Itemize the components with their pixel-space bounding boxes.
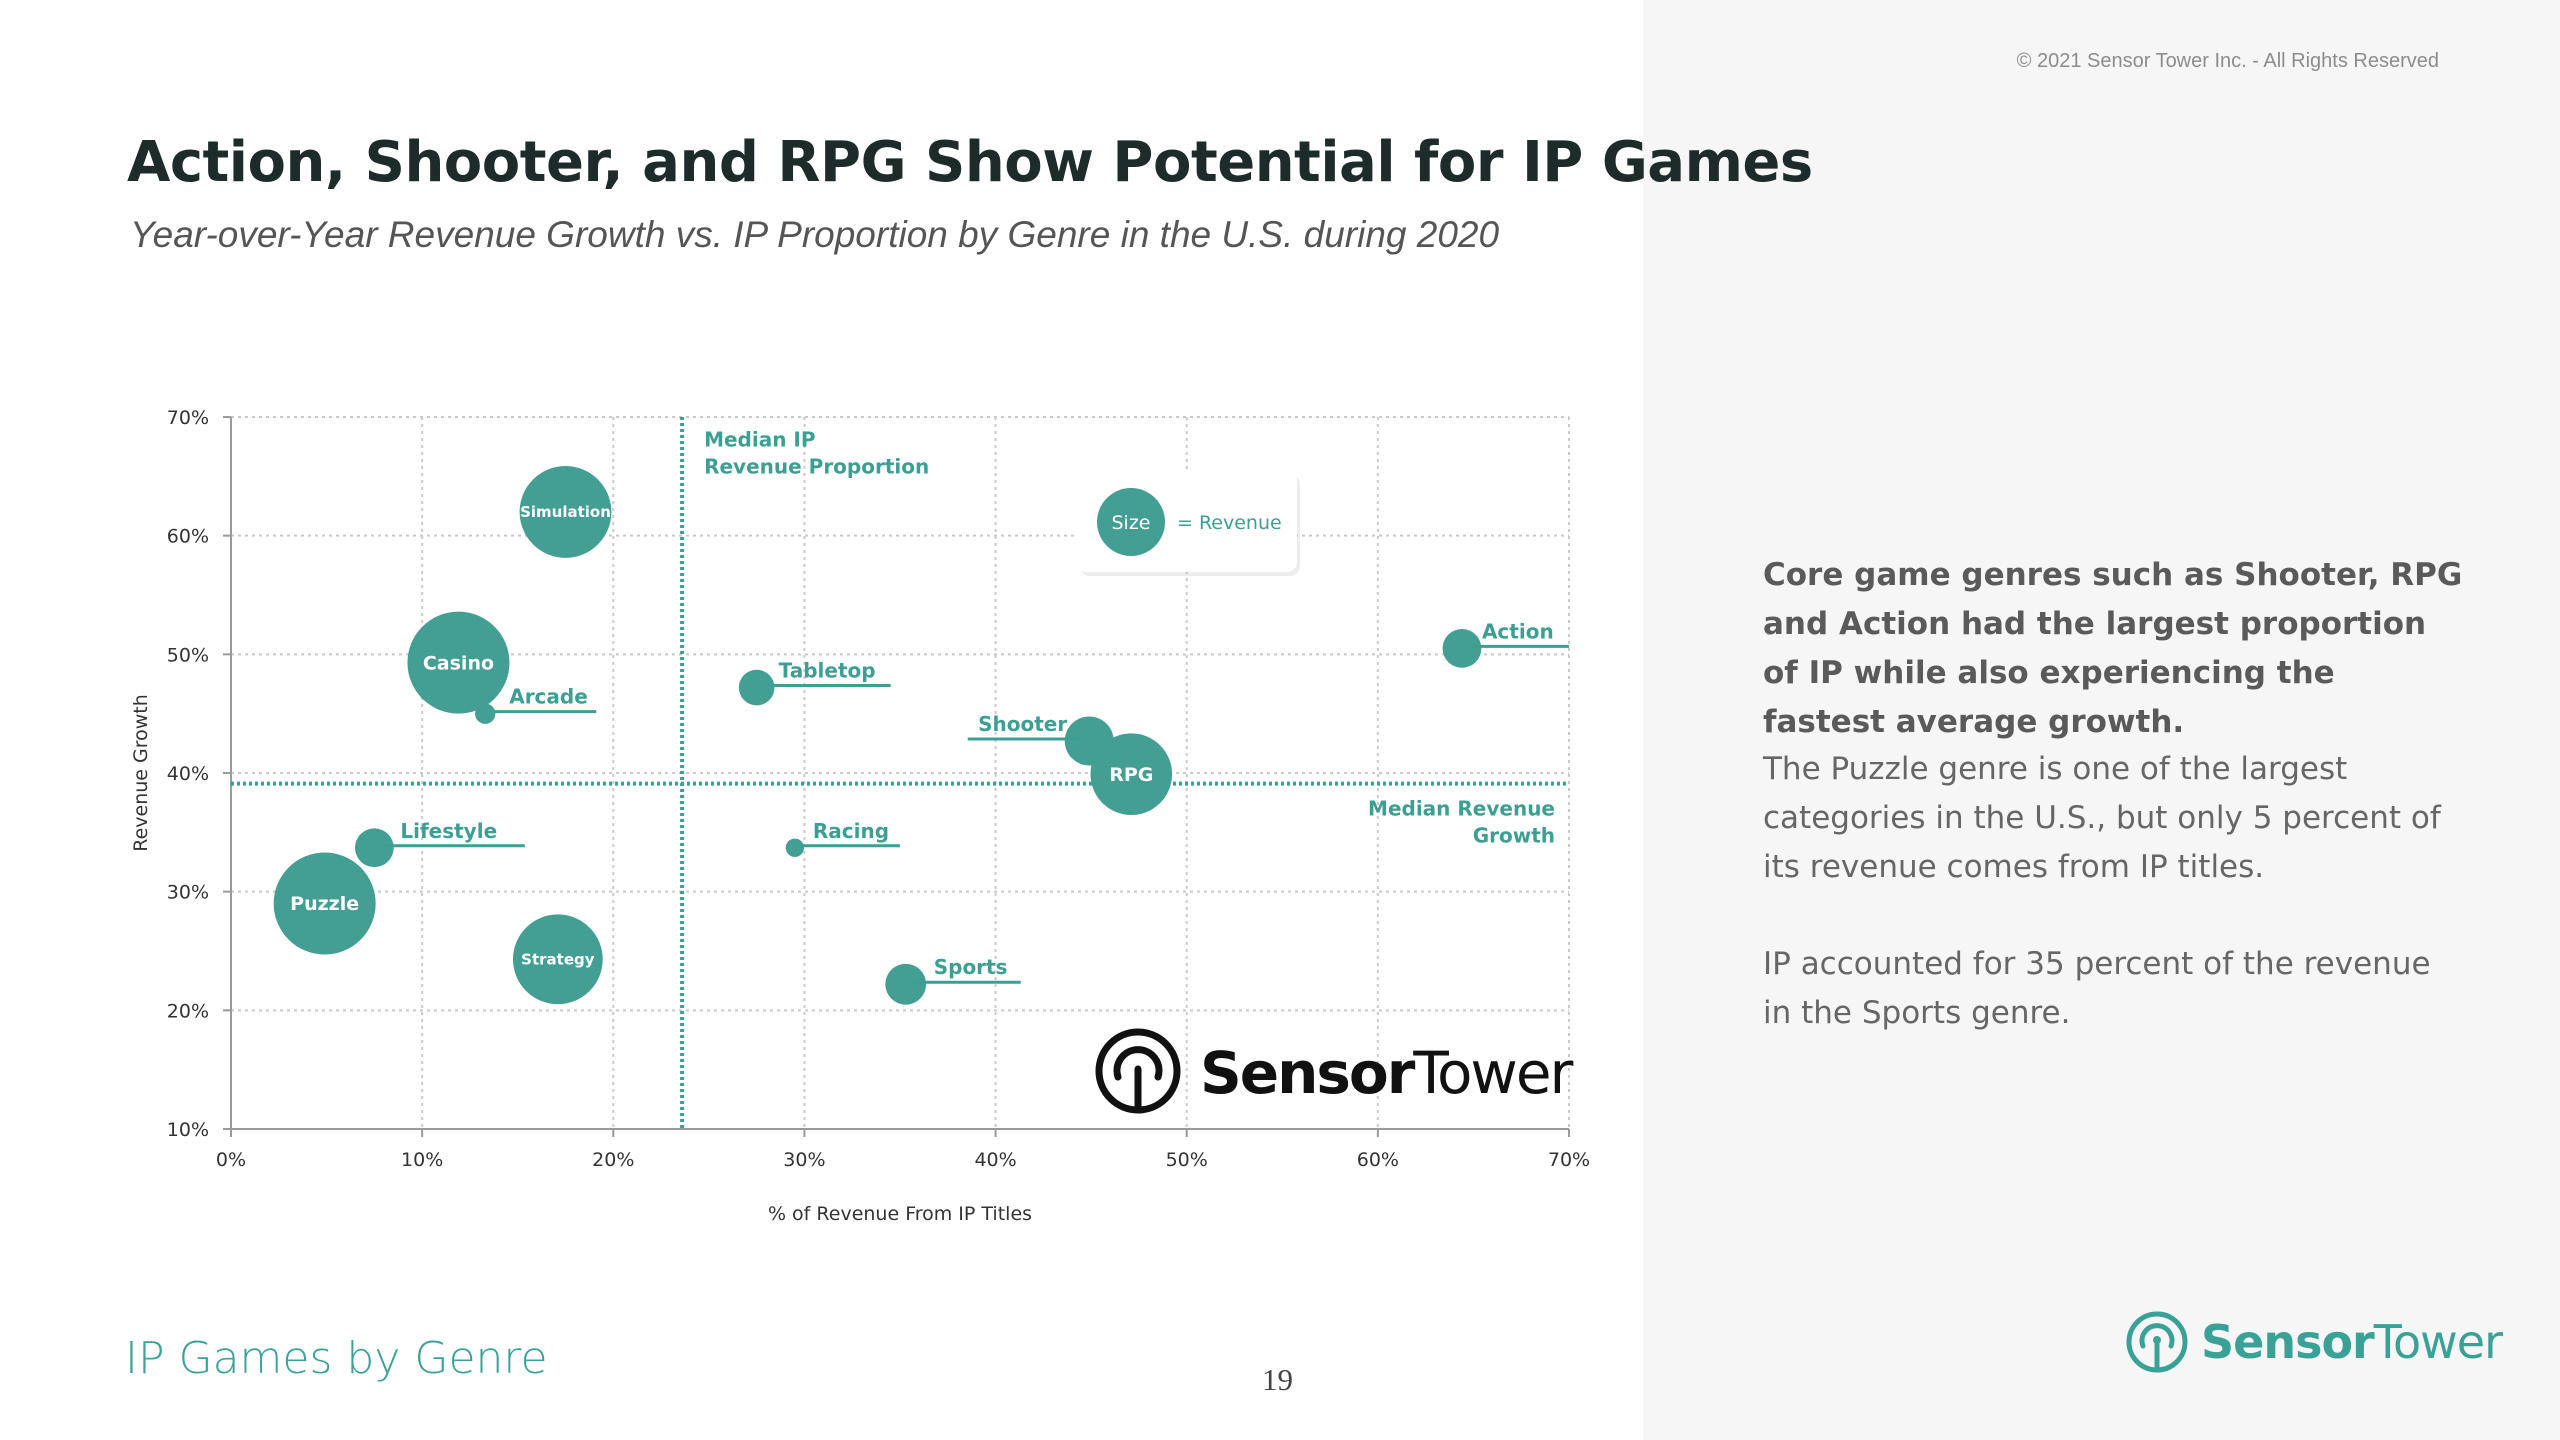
watermark-logo-arc (1113, 1046, 1163, 1081)
bubble-label-simulation: Simulation (520, 503, 611, 521)
median-growth-label: Median Revenue (1368, 797, 1555, 821)
watermark-brand-bold: Sensor (1200, 1039, 1416, 1107)
bubble-casino (407, 611, 510, 714)
x-tick-label: 70% (1548, 1149, 1590, 1171)
x-tick-label: 20% (592, 1149, 634, 1171)
y-axis-title: Revenue Growth (130, 694, 152, 852)
legend-text: = Revenue (1177, 512, 1282, 534)
callout-puzzle: The Puzzle genre is one of the largest c… (1763, 751, 2441, 885)
bubble-label-puzzle: Puzzle (290, 893, 359, 915)
callout-highlight: Core game genres such as Shooter, RPG an… (1763, 557, 2463, 740)
median-growth-label: Growth (1473, 824, 1555, 848)
page-subtitle: Year-over-Year Revenue Growth vs. IP Pro… (130, 214, 1500, 255)
x-axis-title: % of Revenue From IP Titles (768, 1203, 1032, 1225)
median-ip-label: Median IP (704, 428, 815, 452)
bubble-label-lifestyle: Lifestyle (400, 819, 497, 843)
watermark-brand-light: Tower (1412, 1039, 1573, 1107)
bubble-arcade (475, 703, 496, 724)
bubble-label-action: Action (1482, 619, 1554, 643)
bubble-lifestyle (354, 828, 394, 868)
bubble-label-shooter: Shooter (978, 712, 1067, 736)
x-tick-label: 0% (216, 1149, 246, 1171)
bubble-label-tabletop: Tabletop (779, 659, 876, 683)
callout-sports: IP accounted for 35 percent of the reven… (1763, 946, 2431, 1031)
median-ip-label: Revenue Proportion (704, 455, 929, 479)
bubble-strategy (512, 914, 603, 1005)
x-tick-label: 10% (401, 1149, 443, 1171)
bubble-action (1442, 629, 1482, 668)
bubble-label-strategy: Strategy (521, 951, 595, 969)
brand-name: SensorTower (2201, 1315, 2503, 1369)
y-tick-label: 70% (167, 407, 209, 429)
bubble-puzzle (273, 852, 376, 955)
page-title: Action, Shooter, and RPG Show Potential … (127, 130, 1813, 195)
bubble-sports (885, 963, 927, 1005)
bubble-simulation (519, 466, 612, 558)
legend-bubble-label: Size (1111, 512, 1150, 534)
bubble-racing (785, 838, 805, 857)
sensor-tower-logo-icon (2126, 1311, 2188, 1373)
section-title: IP Games by Genre (125, 1333, 548, 1384)
y-tick-label: 60% (167, 526, 209, 548)
side-panel (1643, 0, 2560, 1440)
x-tick-label: 30% (783, 1149, 825, 1171)
copyright-text: © 2021 Sensor Tower Inc. - All Rights Re… (2016, 50, 2439, 72)
x-tick-label: 40% (974, 1149, 1016, 1171)
bubble-label-sports: Sports (934, 955, 1008, 979)
y-tick-label: 30% (167, 882, 209, 904)
bubble-rpg (1090, 733, 1173, 815)
x-tick-label: 50% (1166, 1149, 1208, 1171)
bubble-label-racing: Racing (813, 819, 889, 843)
legend-bubble (1097, 488, 1165, 556)
y-tick-label: 50% (167, 644, 209, 666)
bubble-label-arcade: Arcade (509, 685, 588, 709)
brand-name-bold: Sensor (2201, 1315, 2375, 1369)
brand-name-light: Tower (2373, 1315, 2503, 1369)
y-tick-label: 40% (167, 763, 209, 785)
bubble-chart: 0% 10% 20% 30% 40% 50% 60% 70% 10% 20% 30% 40% 50% 60… (130, 407, 1590, 1225)
page-number: 19 (1262, 1362, 1293, 1397)
bubble-tabletop (738, 669, 775, 706)
y-tick-label: 10% (167, 1119, 209, 1141)
y-tick-label: 20% (167, 1000, 209, 1022)
bubble-label-rpg: RPG (1109, 764, 1153, 786)
watermark-logo-text: SensorTower (1200, 1039, 1574, 1107)
x-tick-label: 60% (1357, 1149, 1399, 1171)
brand-logo: SensorTower (2125, 1310, 2503, 1374)
bubble-label-casino: Casino (423, 652, 494, 674)
